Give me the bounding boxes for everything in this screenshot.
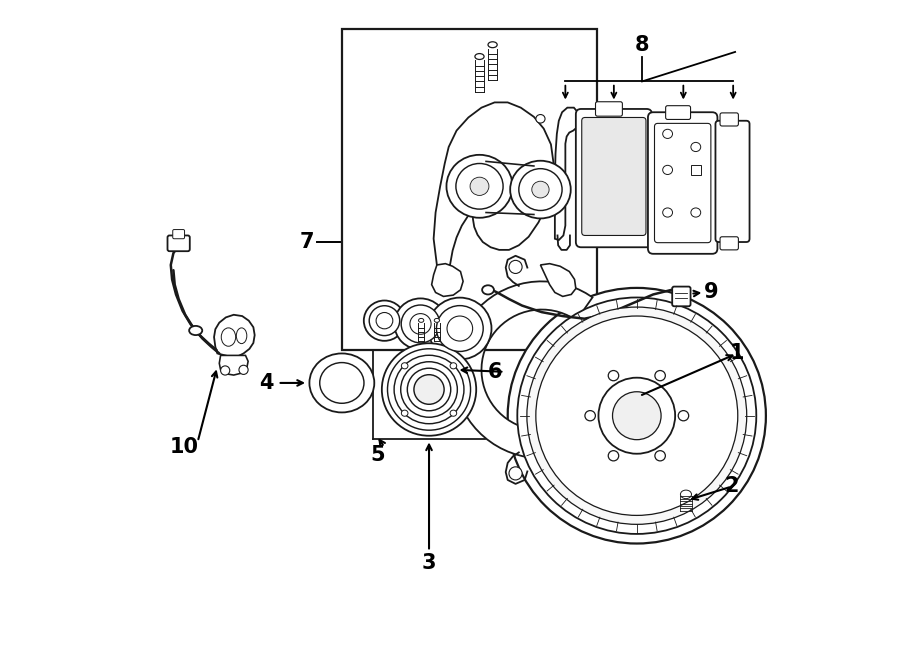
Ellipse shape xyxy=(435,319,439,323)
Ellipse shape xyxy=(320,363,364,403)
Ellipse shape xyxy=(189,326,202,335)
Polygon shape xyxy=(555,108,579,240)
Ellipse shape xyxy=(364,301,405,341)
Ellipse shape xyxy=(400,362,457,417)
Circle shape xyxy=(509,467,522,480)
Ellipse shape xyxy=(382,343,476,436)
FancyBboxPatch shape xyxy=(576,109,652,247)
Ellipse shape xyxy=(662,130,672,138)
Ellipse shape xyxy=(475,54,484,59)
Text: 7: 7 xyxy=(299,232,314,252)
Text: 3: 3 xyxy=(422,553,436,573)
Ellipse shape xyxy=(470,177,489,196)
Ellipse shape xyxy=(401,410,408,416)
Polygon shape xyxy=(541,264,576,296)
Ellipse shape xyxy=(526,307,747,524)
FancyBboxPatch shape xyxy=(581,118,646,235)
Ellipse shape xyxy=(518,297,756,534)
Polygon shape xyxy=(432,264,464,296)
Ellipse shape xyxy=(456,163,503,209)
Text: 1: 1 xyxy=(730,344,744,364)
Ellipse shape xyxy=(585,410,596,421)
Ellipse shape xyxy=(428,297,491,360)
Ellipse shape xyxy=(518,169,562,210)
Ellipse shape xyxy=(655,371,665,381)
Ellipse shape xyxy=(482,286,494,294)
FancyBboxPatch shape xyxy=(596,102,623,116)
Ellipse shape xyxy=(510,161,571,218)
Ellipse shape xyxy=(376,313,392,329)
Bar xyxy=(342,29,598,350)
Ellipse shape xyxy=(394,298,446,350)
FancyBboxPatch shape xyxy=(720,113,738,126)
Ellipse shape xyxy=(662,208,672,217)
Ellipse shape xyxy=(394,355,464,424)
Ellipse shape xyxy=(310,354,374,412)
Bar xyxy=(690,165,701,175)
Polygon shape xyxy=(454,282,598,458)
Ellipse shape xyxy=(410,313,431,334)
FancyBboxPatch shape xyxy=(173,229,184,239)
Polygon shape xyxy=(214,315,255,357)
Ellipse shape xyxy=(401,305,440,343)
Ellipse shape xyxy=(691,142,701,151)
Ellipse shape xyxy=(608,451,618,461)
FancyBboxPatch shape xyxy=(720,237,738,250)
Ellipse shape xyxy=(369,306,400,336)
Ellipse shape xyxy=(436,305,483,352)
Text: 5: 5 xyxy=(371,445,385,465)
Text: 6: 6 xyxy=(487,362,502,382)
FancyBboxPatch shape xyxy=(167,235,190,251)
FancyBboxPatch shape xyxy=(648,112,717,254)
Ellipse shape xyxy=(691,208,701,217)
Ellipse shape xyxy=(571,350,703,481)
Ellipse shape xyxy=(401,363,408,369)
Circle shape xyxy=(220,366,230,375)
FancyBboxPatch shape xyxy=(666,106,690,120)
Ellipse shape xyxy=(447,316,473,341)
Text: 10: 10 xyxy=(170,436,199,457)
Ellipse shape xyxy=(446,155,512,217)
Ellipse shape xyxy=(608,371,618,381)
Ellipse shape xyxy=(408,368,451,410)
Circle shape xyxy=(509,260,522,274)
Polygon shape xyxy=(220,356,248,375)
Ellipse shape xyxy=(662,165,672,175)
Ellipse shape xyxy=(237,328,247,344)
Ellipse shape xyxy=(450,363,456,369)
Ellipse shape xyxy=(679,410,688,421)
Ellipse shape xyxy=(613,392,662,440)
Ellipse shape xyxy=(680,490,691,498)
Ellipse shape xyxy=(677,488,696,501)
Ellipse shape xyxy=(488,42,497,48)
Ellipse shape xyxy=(655,451,665,461)
FancyBboxPatch shape xyxy=(654,124,711,243)
Ellipse shape xyxy=(221,328,236,346)
Ellipse shape xyxy=(388,349,471,430)
Ellipse shape xyxy=(598,377,675,453)
Text: 9: 9 xyxy=(704,282,718,303)
Ellipse shape xyxy=(536,316,738,516)
FancyBboxPatch shape xyxy=(672,287,690,306)
Text: 2: 2 xyxy=(724,477,739,496)
Ellipse shape xyxy=(508,288,766,543)
Text: 4: 4 xyxy=(259,373,274,393)
Ellipse shape xyxy=(418,319,424,323)
Text: 8: 8 xyxy=(634,36,649,56)
Ellipse shape xyxy=(414,375,444,405)
Ellipse shape xyxy=(532,181,549,198)
FancyBboxPatch shape xyxy=(716,121,750,242)
Ellipse shape xyxy=(450,410,456,416)
Ellipse shape xyxy=(536,114,545,123)
Circle shape xyxy=(238,366,248,374)
Polygon shape xyxy=(434,102,554,265)
